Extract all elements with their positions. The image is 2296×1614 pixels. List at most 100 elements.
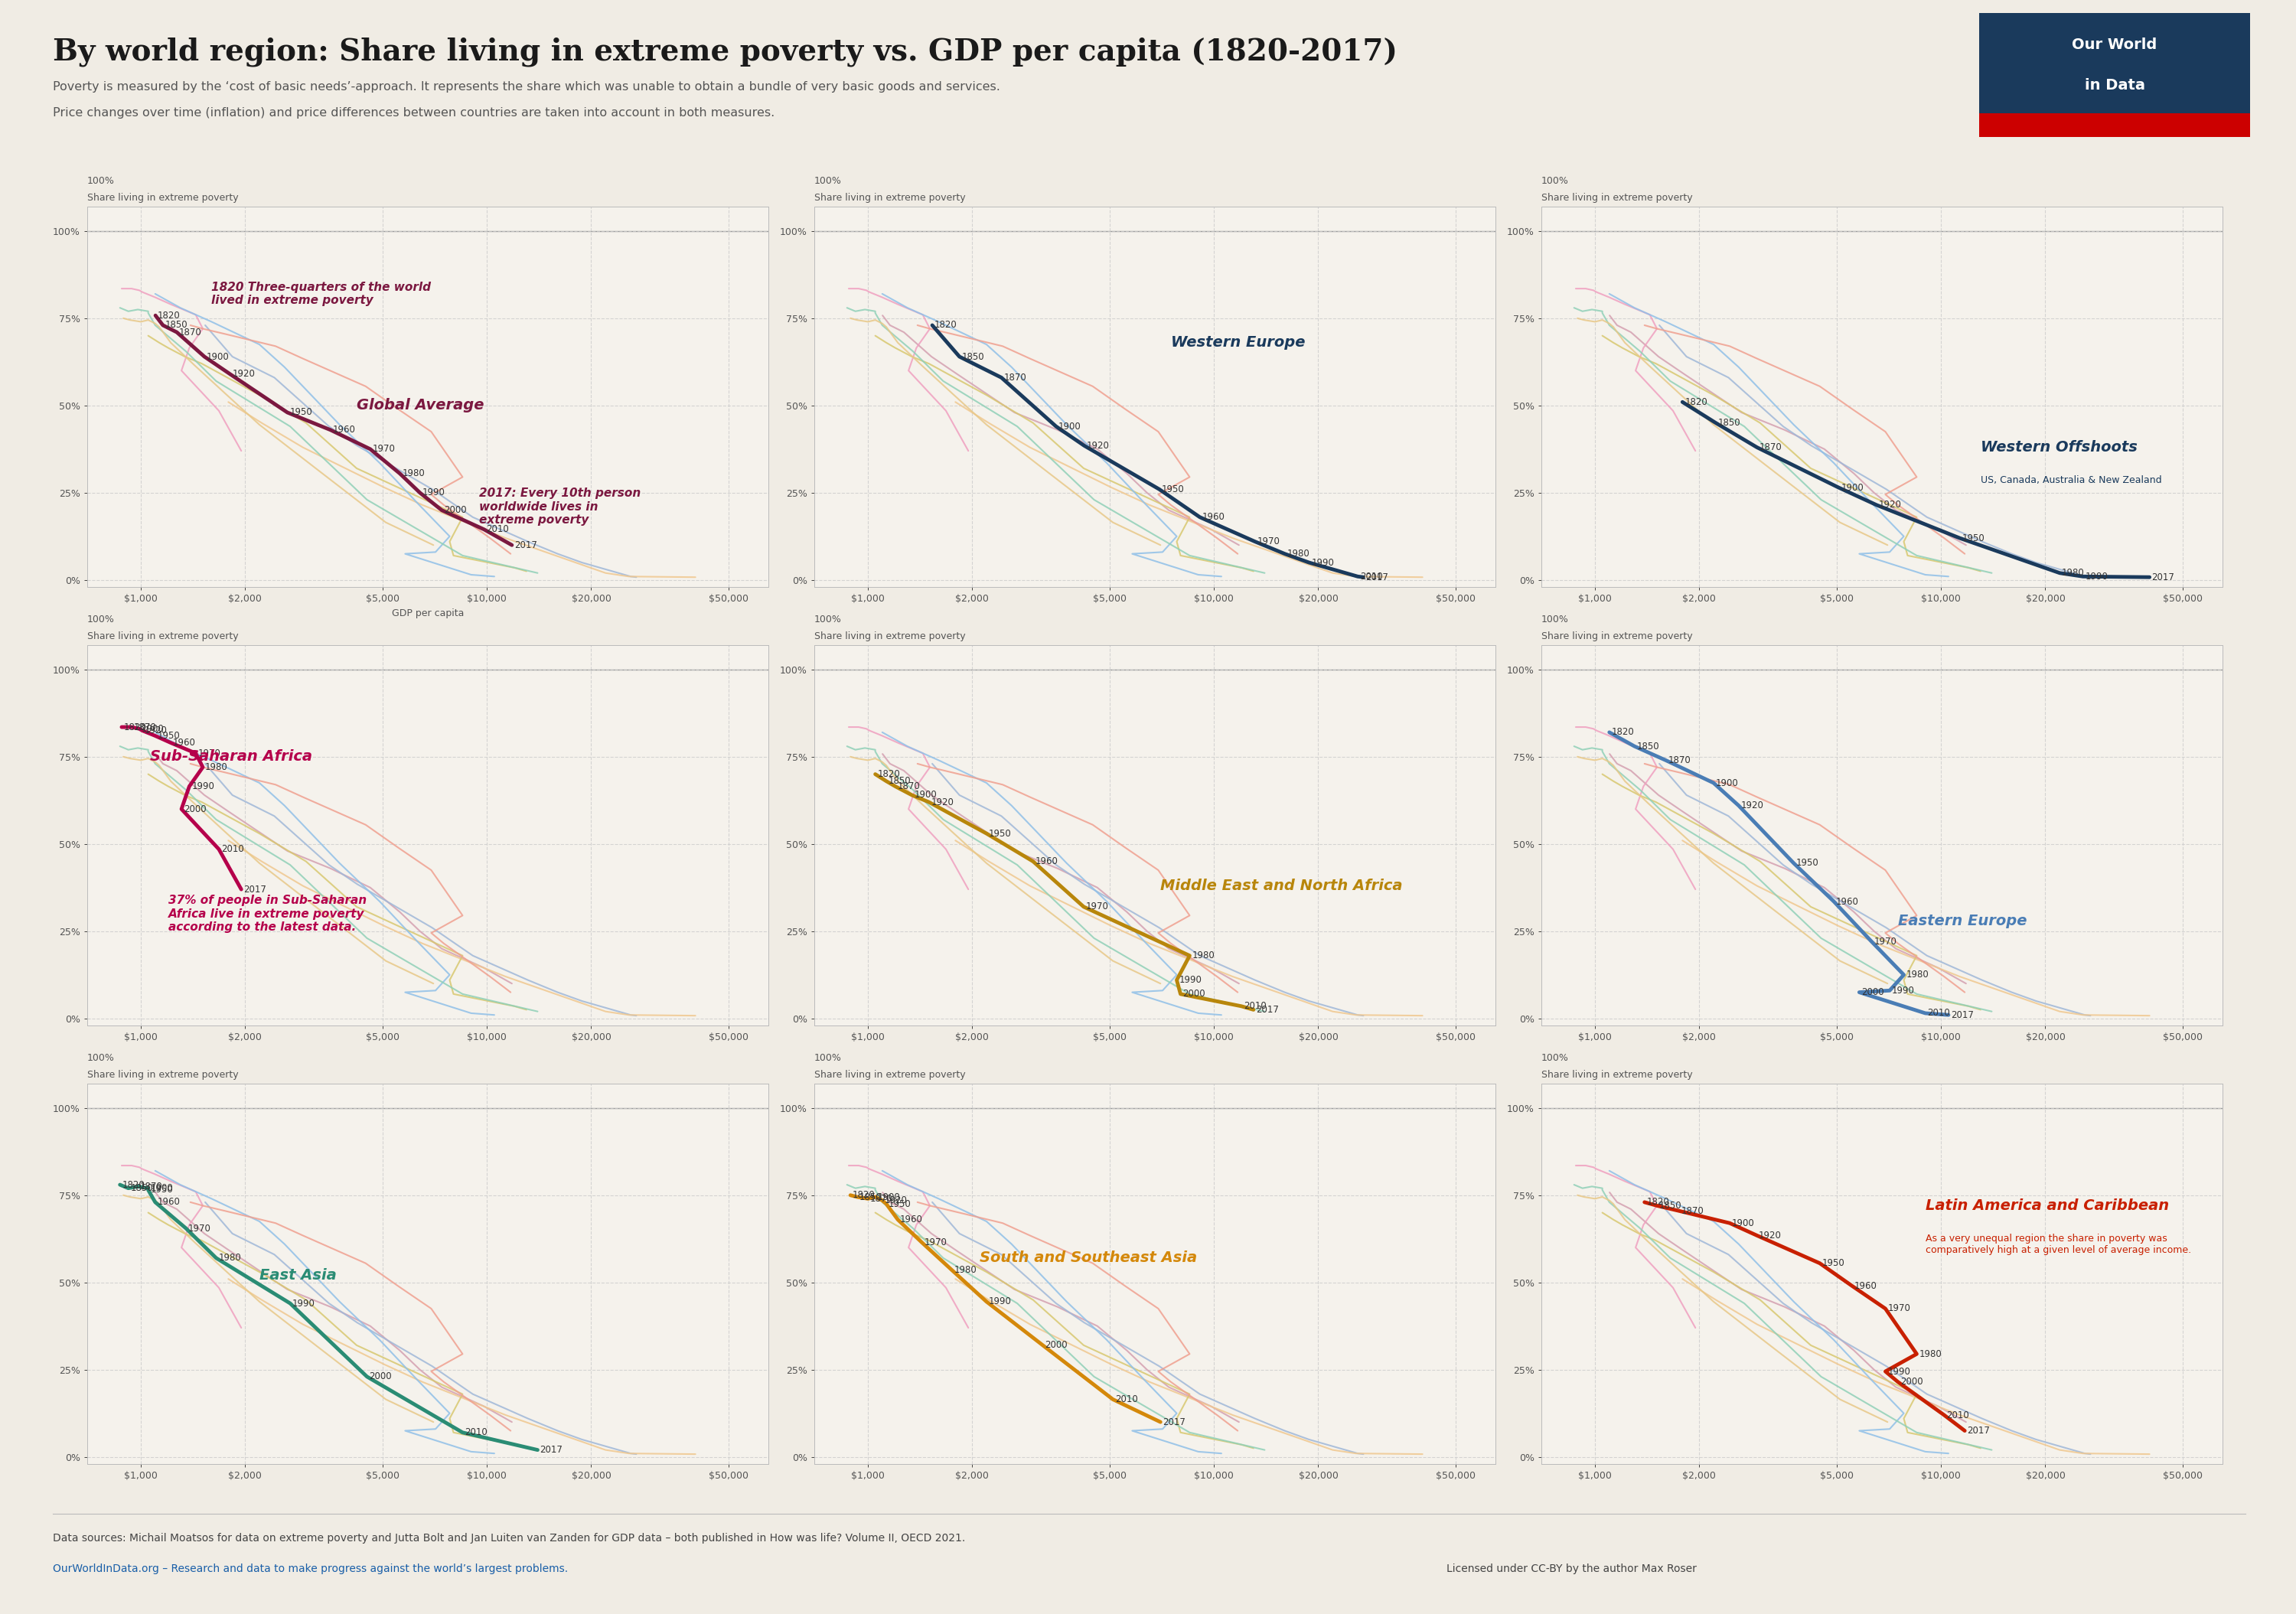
Text: 1920: 1920 bbox=[1086, 441, 1109, 450]
Text: 1950: 1950 bbox=[1823, 1259, 1844, 1269]
Text: 1970: 1970 bbox=[1258, 536, 1281, 547]
Text: Latin America and Caribbean: Latin America and Caribbean bbox=[1926, 1199, 2170, 1214]
Text: 1980: 1980 bbox=[1906, 970, 1929, 980]
Text: 1970: 1970 bbox=[1086, 902, 1109, 912]
Text: 1850: 1850 bbox=[859, 1193, 882, 1202]
Text: 1960: 1960 bbox=[172, 738, 195, 747]
Text: 2010: 2010 bbox=[464, 1427, 487, 1438]
Text: 2000: 2000 bbox=[443, 505, 466, 515]
Text: 1950: 1950 bbox=[1162, 484, 1185, 494]
Text: 1970: 1970 bbox=[372, 444, 395, 454]
Text: 2010: 2010 bbox=[1244, 1001, 1267, 1012]
Text: 2017: 2017 bbox=[243, 884, 266, 894]
Text: Data sources: Michail Moatsos for data on extreme poverty and Jutta Bolt and Jan: Data sources: Michail Moatsos for data o… bbox=[53, 1533, 964, 1543]
Text: 1990: 1990 bbox=[990, 1296, 1013, 1307]
Text: US, Canada, Australia & New Zealand: US, Canada, Australia & New Zealand bbox=[1981, 475, 2161, 486]
Text: 2000: 2000 bbox=[1182, 989, 1205, 999]
Text: 1920: 1920 bbox=[1759, 1230, 1782, 1240]
Text: Share living in extreme poverty: Share living in extreme poverty bbox=[1541, 192, 1692, 203]
Text: 1920: 1920 bbox=[884, 1196, 907, 1206]
Text: 1980: 1980 bbox=[955, 1265, 978, 1275]
Text: 1850: 1850 bbox=[889, 776, 912, 786]
Text: 1820: 1820 bbox=[852, 1190, 875, 1201]
Text: 1900: 1900 bbox=[1058, 421, 1081, 431]
Text: 1820: 1820 bbox=[934, 320, 957, 331]
Text: 1850: 1850 bbox=[962, 352, 985, 362]
Text: 1990: 1990 bbox=[1892, 986, 1915, 996]
Text: 1850: 1850 bbox=[1660, 1201, 1683, 1210]
Text: 1820: 1820 bbox=[1612, 728, 1635, 738]
Text: East Asia: East Asia bbox=[259, 1269, 338, 1283]
Text: 1900: 1900 bbox=[914, 791, 937, 801]
Text: 1970: 1970 bbox=[1874, 936, 1896, 947]
Text: 1870: 1870 bbox=[898, 781, 921, 791]
Text: 1970: 1970 bbox=[188, 1223, 211, 1233]
Text: Share living in extreme poverty: Share living in extreme poverty bbox=[87, 631, 239, 641]
Text: 100%: 100% bbox=[815, 176, 843, 186]
Text: 1960: 1960 bbox=[900, 1215, 923, 1225]
Text: 1870: 1870 bbox=[1759, 442, 1782, 452]
Text: Sub-Saharan Africa: Sub-Saharan Africa bbox=[149, 749, 312, 763]
Text: 1960: 1960 bbox=[158, 1198, 181, 1207]
Text: 2010: 2010 bbox=[1359, 571, 1382, 581]
Text: 1970: 1970 bbox=[923, 1238, 946, 1248]
Text: 1820: 1820 bbox=[877, 770, 900, 780]
Text: 1950: 1950 bbox=[990, 828, 1013, 839]
Text: 1990: 1990 bbox=[2085, 571, 2108, 581]
Text: 2017: Every 10th person
worldwide lives in
extreme poverty: 2017: Every 10th person worldwide lives … bbox=[480, 487, 641, 526]
Text: 1820: 1820 bbox=[158, 310, 181, 321]
Text: 1990: 1990 bbox=[1311, 557, 1334, 568]
Text: 2017: 2017 bbox=[540, 1445, 563, 1454]
Text: 1950: 1950 bbox=[158, 731, 179, 741]
Text: 100%: 100% bbox=[815, 1052, 843, 1062]
Text: 1900: 1900 bbox=[1841, 483, 1864, 492]
Text: 1970: 1970 bbox=[197, 749, 220, 759]
Text: 1920: 1920 bbox=[1740, 801, 1763, 810]
Text: Western Europe: Western Europe bbox=[1171, 336, 1304, 350]
Text: 100%: 100% bbox=[815, 615, 843, 625]
Text: Price changes over time (inflation) and price differences between countries are : Price changes over time (inflation) and … bbox=[53, 107, 774, 119]
Text: Eastern Europe: Eastern Europe bbox=[1899, 914, 2027, 928]
Text: 1900: 1900 bbox=[207, 352, 230, 362]
Text: in Data: in Data bbox=[2085, 77, 2144, 92]
Text: 1980: 1980 bbox=[1919, 1349, 1942, 1359]
Text: 100%: 100% bbox=[87, 176, 115, 186]
Text: 1980: 1980 bbox=[218, 1252, 241, 1264]
Text: Share living in extreme poverty: Share living in extreme poverty bbox=[87, 1070, 239, 1080]
Text: 1990: 1990 bbox=[191, 781, 214, 791]
Text: 100%: 100% bbox=[87, 1052, 115, 1062]
Text: By world region: Share living in extreme poverty vs. GDP per capita (1820-2017): By world region: Share living in extreme… bbox=[53, 37, 1398, 66]
Text: 1900: 1900 bbox=[152, 1183, 172, 1193]
Text: 100%: 100% bbox=[1541, 615, 1568, 625]
Text: 1990: 1990 bbox=[292, 1298, 315, 1309]
Text: OurWorldInData.org – Research and data to make progress against the world’s larg: OurWorldInData.org – Research and data t… bbox=[53, 1564, 567, 1574]
Text: 2010: 2010 bbox=[1947, 1411, 1970, 1420]
Text: 2010: 2010 bbox=[487, 525, 510, 534]
Text: 1850: 1850 bbox=[1717, 418, 1740, 428]
Text: 1990: 1990 bbox=[422, 487, 445, 497]
Text: 1870: 1870 bbox=[1667, 755, 1690, 765]
Text: 2017: 2017 bbox=[1968, 1425, 1991, 1436]
Text: 1920: 1920 bbox=[145, 726, 168, 736]
Text: 1820 Three-quarters of the world
lived in extreme poverty: 1820 Three-quarters of the world lived i… bbox=[211, 281, 432, 307]
Text: 1870: 1870 bbox=[870, 1194, 893, 1204]
Text: Poverty is measured by the ‘cost of basic needs’-approach. It represents the sha: Poverty is measured by the ‘cost of basi… bbox=[53, 81, 1001, 94]
Text: 2000: 2000 bbox=[370, 1372, 393, 1382]
Text: 37% of people in Sub-Saharan
Africa live in extreme poverty
according to the lat: 37% of people in Sub-Saharan Africa live… bbox=[168, 894, 367, 933]
Text: 1820: 1820 bbox=[1685, 397, 1708, 407]
Text: 2000: 2000 bbox=[1901, 1377, 1922, 1386]
Text: South and Southeast Asia: South and Southeast Asia bbox=[980, 1251, 1196, 1265]
Text: 2017: 2017 bbox=[514, 541, 537, 550]
Text: Western Offshoots: Western Offshoots bbox=[1981, 441, 2138, 455]
Text: 2000: 2000 bbox=[1045, 1340, 1068, 1351]
Text: 2017: 2017 bbox=[1952, 1010, 1975, 1020]
Text: 2010: 2010 bbox=[1116, 1394, 1139, 1404]
Text: 1960: 1960 bbox=[1203, 512, 1226, 523]
Text: 2010: 2010 bbox=[220, 844, 243, 854]
Text: 1900: 1900 bbox=[877, 1193, 900, 1202]
Text: 1900: 1900 bbox=[1731, 1219, 1754, 1228]
Text: 1950: 1950 bbox=[289, 407, 312, 418]
Text: 1980: 1980 bbox=[204, 762, 227, 771]
Text: Share living in extreme poverty: Share living in extreme poverty bbox=[815, 192, 967, 203]
Text: 1950: 1950 bbox=[889, 1199, 912, 1209]
